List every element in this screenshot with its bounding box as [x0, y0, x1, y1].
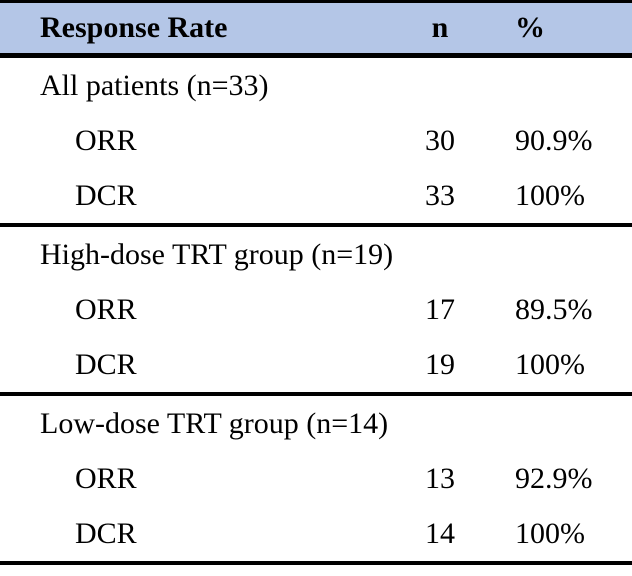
metric-pct-value: 100%	[515, 178, 585, 212]
table-row-dcr: DCR 33 100%	[0, 168, 632, 223]
metric-pct-value: 100%	[515, 347, 585, 381]
table-row-orr: ORR 17 89.5%	[0, 282, 632, 337]
section-label: All patients (n=33)	[40, 68, 269, 102]
table-row-orr: ORR 13 92.9%	[0, 451, 632, 506]
metric-label: ORR	[75, 461, 137, 495]
table-top-rule	[0, 0, 632, 3]
section-label-row: Low-dose TRT group (n=14)	[0, 396, 632, 451]
section-divider	[0, 223, 632, 227]
table-row-dcr: DCR 19 100%	[0, 337, 632, 392]
section-label: High-dose TRT group (n=19)	[40, 237, 394, 271]
metric-n-value: 14	[425, 516, 455, 550]
metric-label: ORR	[75, 292, 137, 326]
metric-n-value: 13	[425, 461, 455, 495]
section-label-row: All patients (n=33)	[0, 58, 632, 113]
metric-n-value: 33	[425, 178, 455, 212]
metric-label: ORR	[75, 123, 137, 157]
metric-n-value: 17	[425, 292, 455, 326]
header-bottom-rule	[0, 53, 632, 58]
metric-label: DCR	[75, 178, 137, 212]
metric-pct-value: 100%	[515, 516, 585, 550]
metric-label: DCR	[75, 347, 137, 381]
table-bottom-rule	[0, 561, 632, 565]
table-row-orr: ORR 30 90.9%	[0, 113, 632, 168]
section-low-dose-trt: Low-dose TRT group (n=14) ORR 13 92.9% D…	[0, 396, 632, 561]
header-response-rate: Response Rate	[40, 11, 228, 44]
metric-pct-value: 90.9%	[515, 123, 593, 157]
metric-n-value: 19	[425, 347, 455, 381]
table-row-dcr: DCR 14 100%	[0, 506, 632, 561]
header-percent: %	[515, 11, 545, 44]
metric-n-value: 30	[425, 123, 455, 157]
table-header-row: Response Rate n %	[0, 3, 632, 53]
metric-pct-value: 89.5%	[515, 292, 593, 326]
section-label: Low-dose TRT group (n=14)	[40, 406, 389, 440]
header-n: n	[431, 11, 449, 44]
metric-label: DCR	[75, 516, 137, 550]
metric-pct-value: 92.9%	[515, 461, 593, 495]
section-label-row: High-dose TRT group (n=19)	[0, 227, 632, 282]
section-high-dose-trt: High-dose TRT group (n=19) ORR 17 89.5% …	[0, 227, 632, 392]
section-divider	[0, 392, 632, 396]
section-all-patients: All patients (n=33) ORR 30 90.9% DCR 33 …	[0, 58, 632, 223]
